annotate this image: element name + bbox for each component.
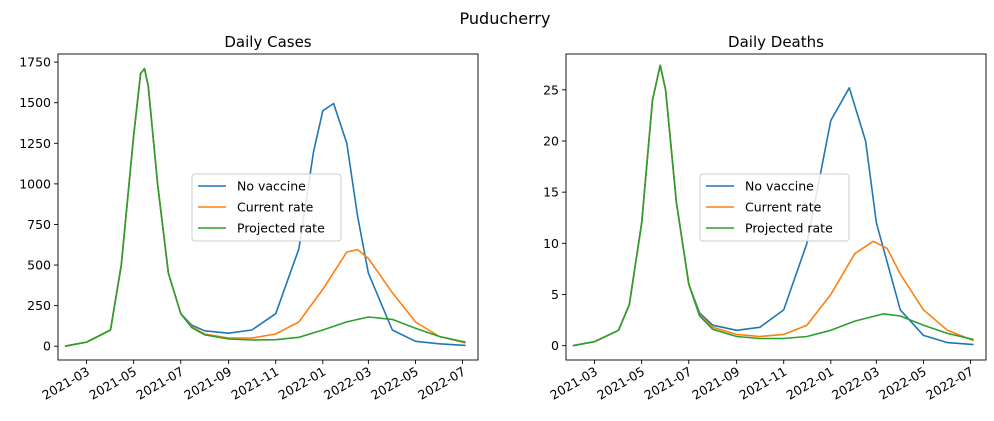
legend: No vaccine Current rate Projected rate bbox=[699, 173, 850, 242]
y-tick-label: 1250 bbox=[19, 136, 51, 151]
y-tick-label: 0 bbox=[43, 339, 51, 354]
legend-label: Current rate bbox=[745, 200, 822, 215]
x-tick-label: 2022-03 bbox=[829, 364, 882, 403]
x-tick-label: 2022-01 bbox=[276, 364, 329, 403]
x-tick-label: 2021-03 bbox=[547, 364, 600, 403]
y-tick-label: 5 bbox=[551, 287, 559, 302]
axes-frame bbox=[57, 53, 479, 361]
legend-label: No vaccine bbox=[237, 179, 306, 194]
x-tick-label: 2021-07 bbox=[134, 364, 187, 403]
legend-box bbox=[191, 173, 342, 242]
x-tick-label: 2022-03 bbox=[321, 364, 374, 403]
y-tick-label: 750 bbox=[27, 217, 51, 232]
chart-title: Daily Cases bbox=[224, 33, 311, 51]
chart-title: Daily Deaths bbox=[728, 33, 824, 51]
legend-box bbox=[699, 173, 850, 242]
y-tick-label: 25 bbox=[543, 82, 559, 97]
x-tick-label: 2021-07 bbox=[642, 364, 695, 403]
y-tick-label: 1000 bbox=[19, 176, 51, 191]
x-tick-label: 2021-11 bbox=[736, 364, 789, 403]
y-tick-label: 10 bbox=[543, 236, 559, 251]
x-tick-label: 2021-09 bbox=[689, 364, 742, 403]
legend-label: No vaccine bbox=[745, 179, 814, 194]
figure-suptitle: Puducherry bbox=[460, 9, 551, 28]
x-tick-label: 2021-09 bbox=[181, 364, 234, 403]
legend: No vaccine Current rate Projected rate bbox=[191, 173, 342, 242]
series-line-2 bbox=[64, 67, 466, 347]
y-tick-label: 500 bbox=[27, 258, 51, 273]
y-tick-label: 250 bbox=[27, 298, 51, 313]
y-tick-label: 20 bbox=[543, 133, 559, 148]
legend-label: Projected rate bbox=[745, 221, 833, 236]
x-tick-label: 2021-03 bbox=[39, 364, 92, 403]
x-tick-label: 2021-05 bbox=[86, 364, 139, 403]
axes-frame bbox=[565, 53, 987, 361]
x-tick-label: 2022-01 bbox=[784, 364, 837, 403]
x-tick-label: 2022-05 bbox=[876, 364, 929, 403]
y-tick-label: 1750 bbox=[19, 55, 51, 70]
x-tick-label: 2022-07 bbox=[923, 364, 976, 403]
legend-label: Current rate bbox=[237, 200, 314, 215]
y-tick-label: 15 bbox=[543, 185, 559, 200]
x-tick-label: 2022-07 bbox=[415, 364, 468, 403]
x-tick-label: 2021-11 bbox=[228, 364, 281, 403]
y-tick-label: 0 bbox=[551, 338, 559, 353]
x-tick-label: 2021-05 bbox=[594, 364, 647, 403]
chart-daily-deaths: Daily Deaths05101520252021-032021-052021… bbox=[543, 33, 987, 403]
legend-label: Projected rate bbox=[237, 221, 325, 236]
series-line-2 bbox=[572, 64, 974, 347]
y-tick-label: 1500 bbox=[19, 95, 51, 110]
x-tick-label: 2022-05 bbox=[368, 364, 421, 403]
chart-daily-cases: Daily Cases 0 250 500 750 1000 1250 1500 1750 202… bbox=[19, 33, 479, 403]
